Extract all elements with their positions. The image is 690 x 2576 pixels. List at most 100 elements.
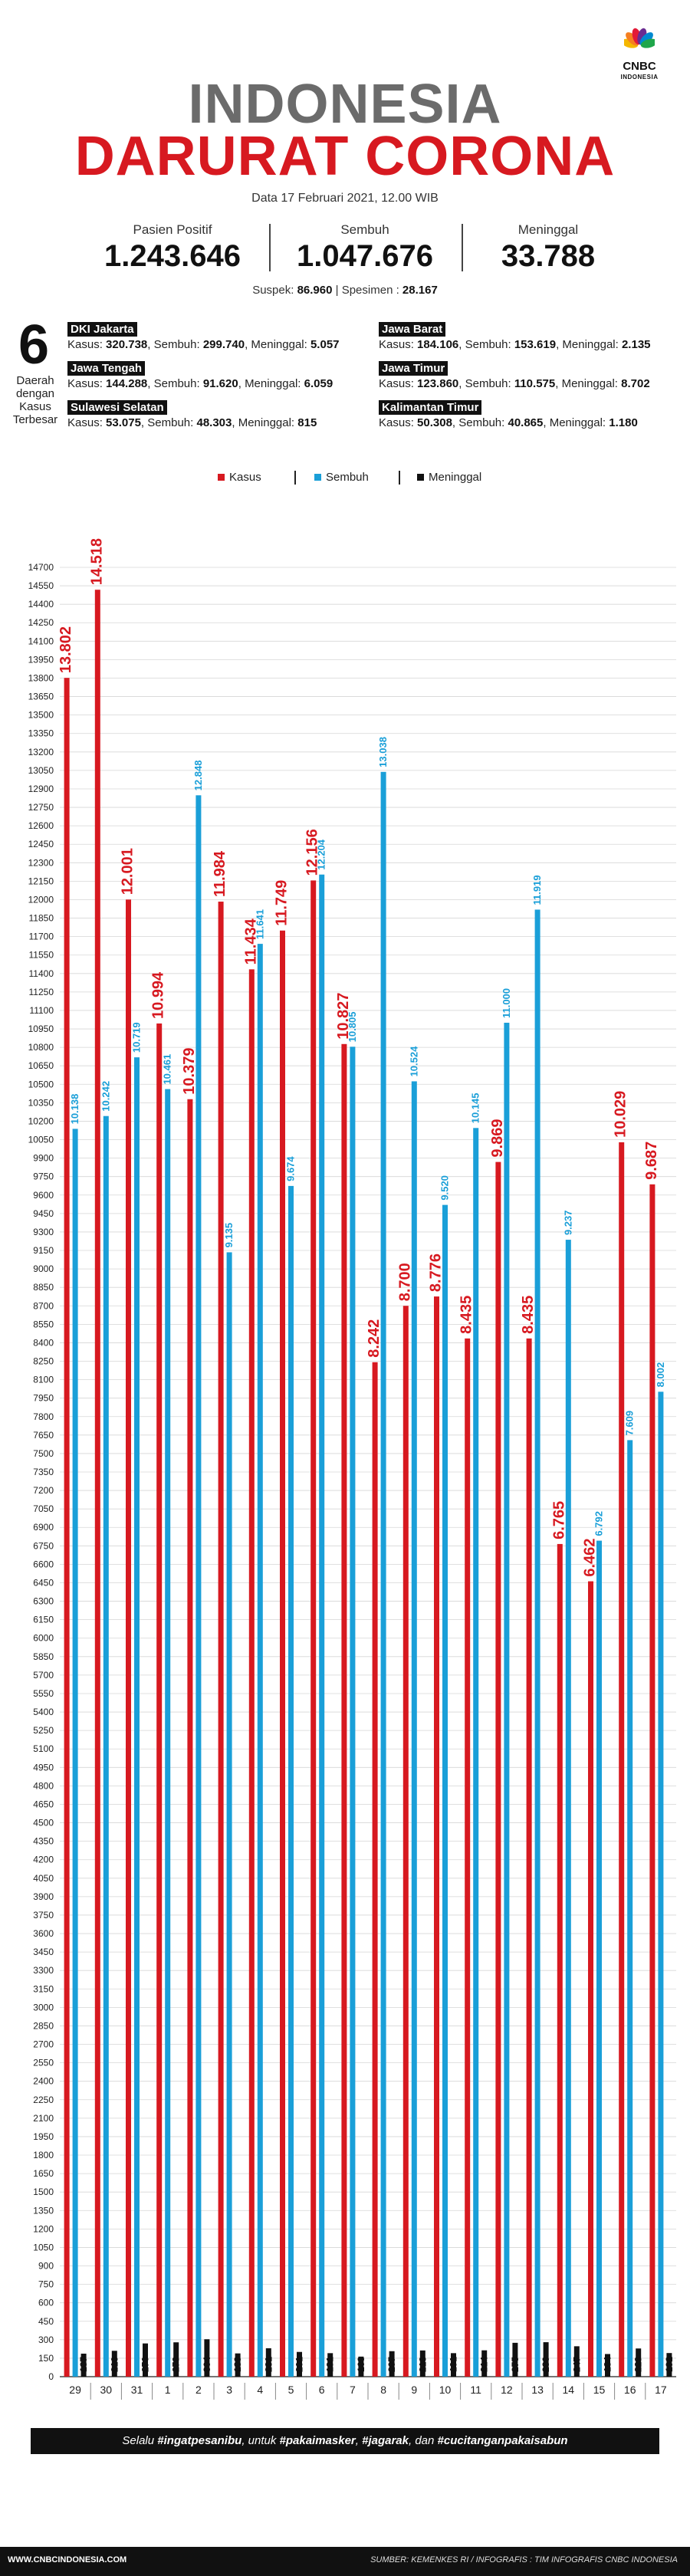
region-kasus-label: Kasus: <box>379 416 414 429</box>
y-tick-label: 3150 <box>33 1983 54 1994</box>
y-tick-label: 10500 <box>28 1079 54 1089</box>
region-sembuh-label: Sembuh: <box>153 338 200 351</box>
region-sembuh-label: Sembuh: <box>465 377 511 390</box>
kasus-bar <box>588 1581 593 2377</box>
kasus-bar <box>126 899 131 2377</box>
sembuh-bar <box>319 874 325 2377</box>
region-kasus-value: 53.075 <box>106 416 141 429</box>
region-meninggal-value: 5.057 <box>310 338 340 351</box>
kasus-bar <box>434 1296 439 2377</box>
x-tick-label: 12 <box>501 2384 513 2396</box>
sembuh-value-label: 10.461 <box>162 1054 173 1085</box>
kasus-bar <box>649 1184 656 2377</box>
meninggal-bar <box>235 2353 241 2377</box>
data-date: Data 17 Februari 2021, 12.00 WIB <box>251 192 439 205</box>
meninggal-bar <box>481 2350 488 2377</box>
meninggal-value-label: 191 <box>325 2357 336 2372</box>
y-tick-label: 5700 <box>33 1670 54 1681</box>
stat-meninggal: Meninggal 33.788 <box>472 222 625 274</box>
sembuh-bar <box>72 1129 78 2377</box>
y-tick-label: 7050 <box>33 1503 54 1514</box>
meninggal-value-label: 247 <box>571 2357 582 2372</box>
region-name: Jawa Barat <box>379 322 446 337</box>
spesimen-label: Spesimen : <box>341 284 399 297</box>
y-tick-label: 13500 <box>28 710 54 721</box>
y-tick-label: 600 <box>38 2298 54 2308</box>
region-name: Jawa Tengah <box>67 361 146 376</box>
kasus-value-label: 8.242 <box>366 1319 383 1358</box>
meninggal-bar <box>265 2348 271 2377</box>
x-tick-label: 6 <box>319 2384 325 2396</box>
y-tick-label: 10200 <box>28 1116 54 1126</box>
kasus-value-label: 12.156 <box>304 829 321 876</box>
kasus-bar <box>372 1362 378 2377</box>
y-tick-label: 1200 <box>33 2223 54 2234</box>
y-tick-label: 6750 <box>33 1540 54 1551</box>
y-tick-label: 3000 <box>33 2002 54 2013</box>
meninggal-value-label: 279 <box>171 2357 182 2372</box>
meninggal-bar <box>543 2342 549 2377</box>
meninggal-bar <box>605 2354 610 2377</box>
legend-label-sembuh: Sembuh <box>326 471 369 484</box>
y-tick-label: 7500 <box>33 1448 54 1459</box>
kasus-bar <box>402 1306 409 2377</box>
kasus-value-label: 8.776 <box>428 1254 445 1292</box>
meninggal-value-label: 280 <box>540 2357 551 2372</box>
y-tick-label: 1350 <box>33 2205 54 2216</box>
y-tick-label: 450 <box>38 2316 54 2327</box>
suspek-value: 86.960 <box>297 284 333 297</box>
y-tick-label: 10050 <box>28 1135 54 1145</box>
hashtag: #ingatpesanibu <box>157 2434 242 2447</box>
legend-label-meninggal: Meninggal <box>429 471 482 484</box>
sembuh-bar <box>442 1204 448 2377</box>
meninggal-bar <box>419 2350 426 2377</box>
y-tick-label: 14100 <box>28 636 54 646</box>
y-tick-label: 9300 <box>33 1227 54 1237</box>
y-tick-label: 11700 <box>29 932 54 942</box>
region-meninggal-label: Meninggal: <box>245 377 301 390</box>
meninggal-bar <box>80 2353 87 2377</box>
y-tick-label: 150 <box>38 2353 54 2364</box>
y-tick-label: 7950 <box>33 1393 54 1404</box>
stat-positif-label: Pasien Positif <box>133 222 212 237</box>
y-tick-label: 14700 <box>28 562 54 573</box>
sembuh-bar <box>165 1089 171 2377</box>
chart-legend: Kasus Sembuh Meninggal <box>0 471 690 486</box>
stat-meninggal-value: 33.788 <box>501 239 596 273</box>
region-item: Kalimantan Timur Kasus: 50.308, Sembuh: 4… <box>379 400 638 429</box>
region-caption: Daerah dengan Kasus Terbesar <box>6 374 64 426</box>
kasus-value-label: 14.518 <box>88 538 105 585</box>
meninggal-value-label: 270 <box>140 2357 151 2372</box>
y-tick-label: 5850 <box>33 1651 54 1662</box>
y-tick-label: 4200 <box>33 1855 54 1865</box>
slogan-text: Selalu <box>122 2434 158 2447</box>
y-tick-label: 5250 <box>33 1725 54 1736</box>
y-tick-label: 7350 <box>33 1467 54 1477</box>
meninggal-value-label: 213 <box>417 2357 428 2372</box>
y-tick-label: 11850 <box>29 913 54 924</box>
kasus-bar <box>218 902 224 2377</box>
kasus-bar <box>248 969 255 2377</box>
sembuh-bar <box>596 1540 602 2377</box>
legend-swatch-sembuh <box>314 473 321 481</box>
y-tick-label: 12750 <box>28 802 54 813</box>
suspek-separator: | <box>335 284 339 297</box>
region-meninggal-value: 1.180 <box>609 416 638 429</box>
meninggal-bar <box>512 2342 518 2377</box>
y-tick-label: 0 <box>48 2371 54 2382</box>
region-sembuh-label: Sembuh: <box>458 416 505 429</box>
y-tick-label: 3600 <box>33 1928 54 1939</box>
y-tick-label: 7200 <box>33 1485 54 1496</box>
kasus-value-label: 13.802 <box>58 626 74 673</box>
sembuh-value-label: 9.674 <box>285 1156 297 1181</box>
meninggal-value-label: 189 <box>232 2357 243 2372</box>
y-tick-label: 10650 <box>28 1060 54 1071</box>
kasus-value-label: 11.749 <box>274 880 291 926</box>
x-tick-label: 8 <box>380 2384 386 2396</box>
y-tick-label: 1950 <box>33 2131 54 2142</box>
region-caption-line: Daerah <box>16 374 54 387</box>
sembuh-value-label: 11.000 <box>501 988 512 1018</box>
region-sembuh-value: 153.619 <box>514 338 557 351</box>
y-tick-label: 4650 <box>33 1799 54 1809</box>
x-tick-label: 9 <box>411 2384 417 2396</box>
